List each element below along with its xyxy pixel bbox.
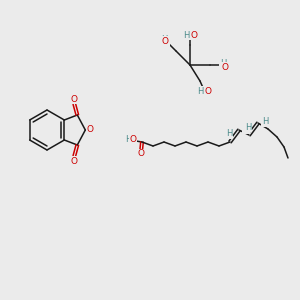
Text: H: H [183, 31, 189, 40]
Text: O: O [162, 37, 169, 46]
Text: H: H [220, 58, 226, 68]
Text: O: O [71, 94, 78, 103]
Text: O: O [221, 62, 228, 71]
Text: H: H [226, 130, 232, 139]
Text: O: O [205, 86, 212, 95]
Text: H: H [243, 124, 249, 134]
Text: O: O [137, 149, 145, 158]
Text: O: O [87, 125, 94, 134]
Text: H: H [197, 86, 203, 95]
Text: H: H [245, 122, 251, 131]
Text: O: O [190, 31, 197, 40]
Text: H: H [161, 34, 167, 43]
Text: H: H [125, 134, 131, 143]
Text: H: H [262, 118, 268, 127]
Text: O: O [71, 157, 78, 166]
Text: O: O [130, 134, 136, 143]
